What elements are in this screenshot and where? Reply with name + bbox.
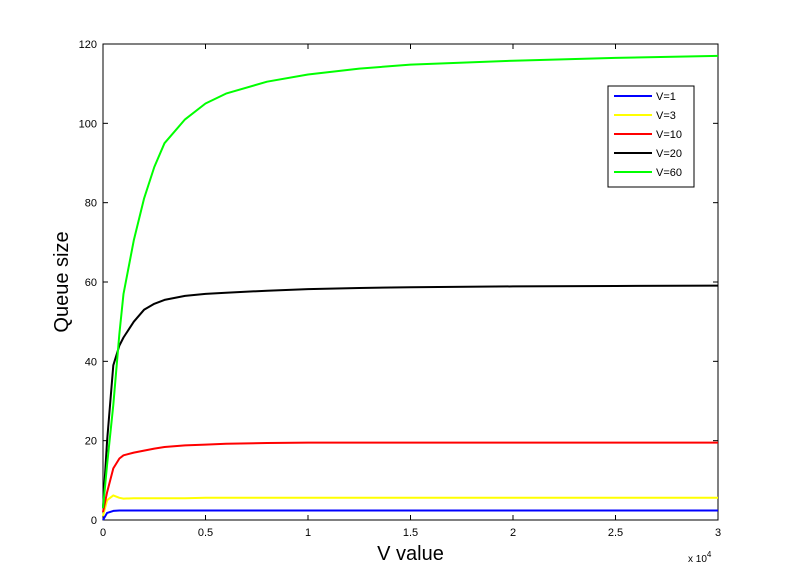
x-tick-label: 2.5 [608,527,623,539]
x-tick-label: 0 [100,527,106,539]
legend-label: V=60 [656,167,682,179]
legend-item: V=60 [614,167,682,179]
legend-item: V=3 [614,110,676,122]
series-line-v-3 [102,494,718,517]
series-lines [102,54,719,521]
x-tick-label: 1.5 [403,527,418,539]
y-tick-label: 40 [85,356,97,368]
y-tick-label: 100 [79,118,97,130]
y-tick-label: 0 [91,515,97,527]
x-axis-exponent-label: x 104 [688,550,712,565]
y-tick-label: 80 [85,198,97,210]
legend: V=1 V=3 V=10 V=20 V=60 [607,85,695,188]
x-tick-label: 3 [715,527,721,539]
series-line-v-10 [102,441,718,513]
legend-label: V=3 [656,110,676,122]
legend-label: V=20 [656,148,682,160]
series-line-v-60 [102,54,719,509]
y-tick-label: 20 [85,436,97,448]
x-tick-label: 2 [510,527,516,539]
axis-ticks [102,43,719,521]
legend-item: V=1 [614,91,676,103]
series-line-v-1 [102,509,718,521]
y-tick-label: 120 [79,39,97,51]
legend-item: V=10 [614,129,682,141]
x-tick-label: 1 [305,527,311,539]
x-axis-exponent-base: x 10 [688,554,707,565]
legend-items: V=1 V=3 V=10 V=20 V=60 [614,91,682,179]
x-axis-exponent-power: 4 [707,550,712,559]
legend-label: V=10 [656,129,682,141]
legend-box [607,85,695,188]
x-axis-label: V value [377,543,444,565]
y-axis-label: Queue size [51,231,73,332]
x-tick-label: 0.5 [198,527,213,539]
legend-label: V=1 [656,91,676,103]
legend-item: V=20 [614,148,682,160]
y-tick-label: 60 [85,277,97,289]
x-tick-labels: 0 0.5 1 1.5 2 2.5 3 [100,527,721,539]
y-tick-labels: 0 20 40 60 80 100 120 [79,39,97,527]
series-line-v-20 [102,284,719,509]
